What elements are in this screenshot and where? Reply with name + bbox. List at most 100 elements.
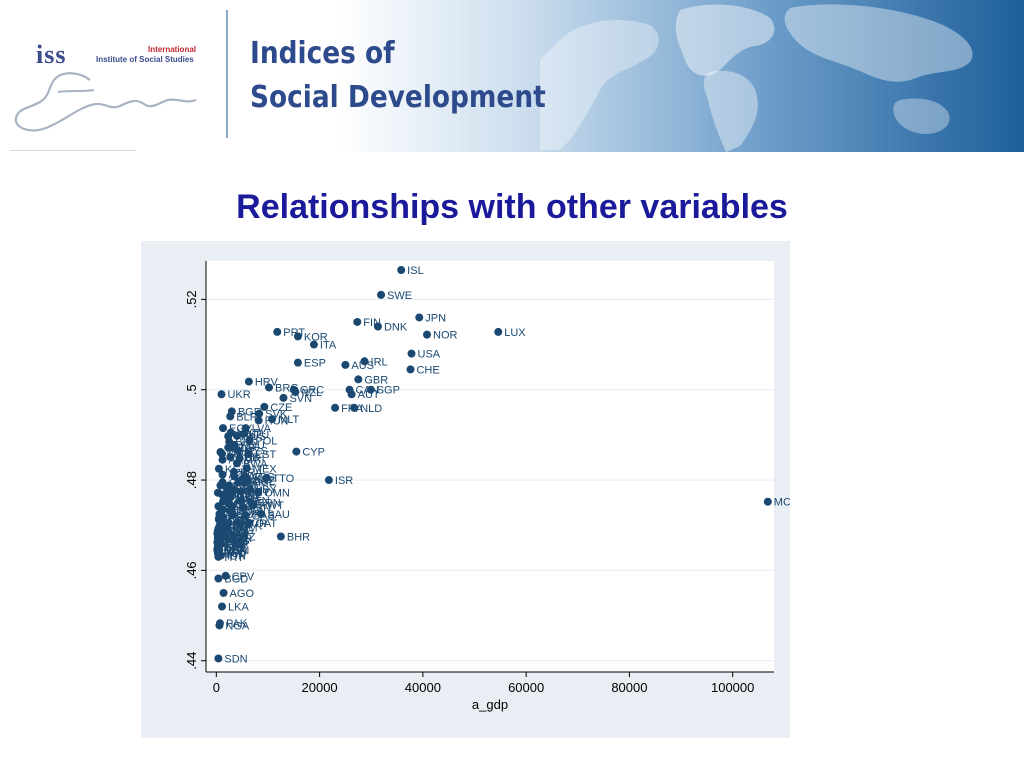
data-point-label: BLR [236,411,257,423]
data-point [291,387,300,396]
data-point-label: UKR [227,389,250,401]
data-point-label: UGA [224,545,249,557]
data-point-label: QAT [255,518,277,530]
axes: .44 .46 .48 .5 .52 0 20000 40000 60000 80000 10000… [184,261,774,695]
data-point [241,511,250,520]
data-point [350,403,359,412]
data-point [217,390,226,399]
data-point [293,332,302,341]
y-tick-label: .46 [184,561,199,579]
data-point [262,473,271,482]
data-point-label: CIV [227,539,246,551]
data-point [264,383,273,392]
data-point [219,424,228,433]
data-point-label: AGO [230,588,255,600]
data-point-label: CHE [416,364,439,376]
data-point-label: SVN [289,393,312,405]
data-point [234,446,243,455]
data-point-label: BRN [257,498,280,510]
header-banner: iss International Institute of Social St… [0,0,1024,152]
data-point [219,588,228,597]
data-point-label: PNG [226,536,250,548]
data-point-label: MDA [226,447,251,459]
data-point-label: KHM [224,524,248,536]
data-point [224,443,233,452]
data-point [763,497,772,506]
data-point-label: SDN [224,653,247,665]
data-point-label: MLT [278,414,299,426]
data-point-label: NZL [301,387,322,399]
data-point [235,454,244,463]
data-point [353,317,362,326]
data-point-label: MDG [224,526,250,538]
data-point [218,602,227,611]
data-point [406,365,415,374]
data-point-label: KWT [260,500,285,512]
data-point [254,488,263,497]
data-point-label: MCO [774,497,790,509]
data-point [216,481,225,490]
data-point-label: GBR [364,374,388,386]
data-point [373,322,382,331]
data-point-label: HRV [255,377,279,389]
data-point [232,431,241,440]
data-point [214,574,223,583]
data-point-label: TGO [224,538,248,550]
data-point-label: LTU [249,429,269,441]
data-point-label: BIH [235,437,253,449]
data-point [218,490,227,499]
data-point [230,485,239,494]
plot-area [206,261,774,672]
data-point-label: CZE [270,402,292,414]
data-point-label: SUR [238,509,261,521]
data-point [244,449,253,458]
data-point-label: EGY [229,423,253,435]
banner-title-line2: Social Development [250,80,546,115]
data-point-label: BGD [224,574,248,586]
data-point-label: SWE [387,290,412,302]
data-point-label: GRC [300,385,325,397]
x-tick-label: 40000 [405,680,441,695]
data-point-label: SWZ [231,532,256,544]
logo-org-line1: International [148,45,197,54]
logo-text: iss [36,40,67,69]
data-point-label: KOR [304,331,328,343]
data-point [293,358,302,367]
data-point [234,518,243,527]
data-point-label: LKA [228,602,249,614]
data-point [366,385,375,394]
world-map-graphic [540,4,973,152]
x-tick-label: 80000 [611,680,647,695]
data-point-label: AUS [351,360,374,372]
data-point-label: RWA [224,530,250,542]
data-point [230,472,239,481]
data-point [218,470,227,479]
data-point [245,485,254,494]
data-point [216,448,225,457]
data-point-label: ZMB [225,536,248,548]
logo-underline [10,150,136,151]
data-point-label: GUY [228,490,253,502]
data-point-label: EST [255,449,277,461]
data-point [215,621,224,630]
data-point-label: LSO [225,521,247,533]
data-point [228,502,237,511]
data-point [226,428,235,437]
data-point-label: KGZ [225,464,248,476]
data-point [494,327,503,336]
header-divider [226,10,228,138]
data-point-label: BRA [240,467,263,479]
data-point [239,503,248,512]
data-point [347,390,356,399]
data-point-label: CRI [246,453,265,465]
x-axis-title: a_gdp [472,697,508,712]
data-point [268,415,277,424]
data-point-label: TTO [272,473,294,485]
data-point [273,327,282,336]
data-point [245,518,254,527]
data-point-label: MLI [224,539,242,551]
data-point-label: CPV [232,571,255,583]
data-point [377,290,386,299]
data-point-label: HTI [224,552,242,564]
